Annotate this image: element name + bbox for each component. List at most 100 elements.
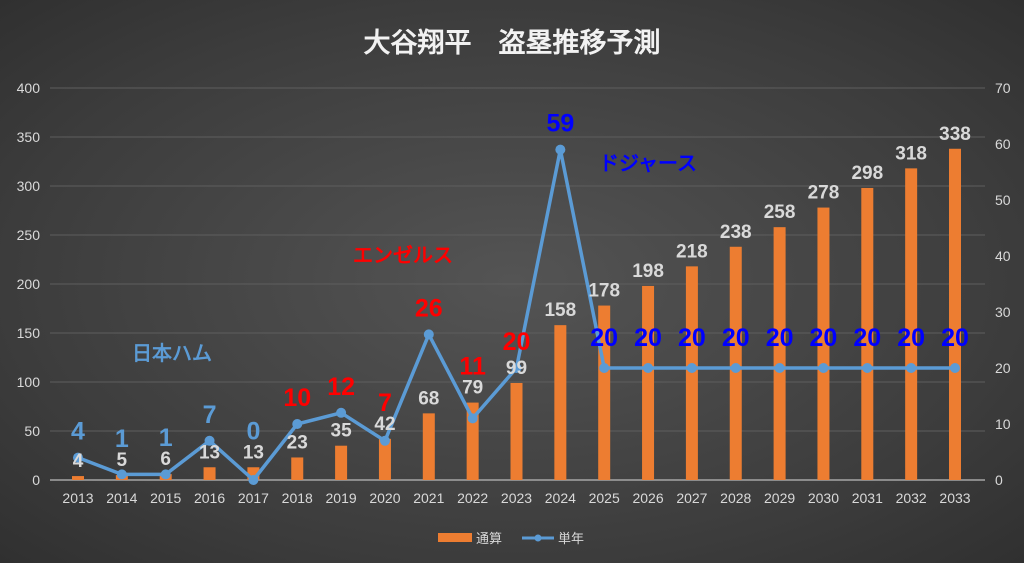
- cumulative-label: 42: [374, 414, 395, 435]
- bar: [949, 148, 961, 480]
- x-tick-label: 2022: [457, 490, 488, 506]
- y-tick-label: 250: [17, 227, 41, 243]
- bar: [291, 457, 304, 480]
- single-year-label: 12: [327, 373, 355, 401]
- bar: [773, 227, 786, 480]
- single-year-label: 59: [546, 110, 574, 138]
- bar: [422, 413, 435, 480]
- single-year-label: 20: [503, 328, 531, 356]
- bar: [203, 467, 216, 480]
- line-marker: [423, 329, 434, 340]
- line-marker: [336, 407, 347, 418]
- line-marker: [730, 363, 741, 373]
- single-year-label: 11: [459, 353, 486, 381]
- bar: [72, 476, 84, 480]
- cumulative-label: 258: [764, 202, 796, 223]
- x-tick-label: 2031: [852, 490, 883, 506]
- single-year-label: 20: [590, 324, 618, 352]
- line-marker: [160, 469, 171, 480]
- y2-tick-label: 70: [995, 80, 1011, 96]
- single-year-label: 0: [246, 417, 260, 445]
- y2-tick-label: 40: [995, 248, 1011, 264]
- cumulative-label: 198: [632, 261, 664, 282]
- legend-cumulative: 通算: [476, 532, 502, 547]
- x-tick-label: 2020: [369, 490, 400, 506]
- y2-tick-label: 30: [995, 304, 1011, 320]
- cumulative-label: 13: [243, 442, 264, 463]
- legend: 通算 単年: [438, 531, 584, 547]
- bar: [861, 187, 874, 480]
- single-year-label: 20: [853, 324, 881, 352]
- cumulative-label: 338: [939, 124, 971, 145]
- x-tick-label: 2030: [808, 490, 839, 506]
- bar: [817, 207, 830, 480]
- x-tick-label: 2027: [676, 490, 707, 506]
- cumulative-label: 13: [199, 442, 220, 463]
- cumulative-label: 238: [720, 222, 752, 243]
- y-tick-label: 100: [17, 374, 41, 390]
- annotation-angels: エンゼルス: [353, 243, 453, 267]
- y2-tick-label: 0: [995, 472, 1003, 488]
- bar: [905, 168, 918, 481]
- single-year-label: 1: [115, 425, 129, 453]
- y2-tick-label: 20: [995, 360, 1011, 376]
- single-year-label: 26: [415, 294, 443, 322]
- cumulative-label: 278: [808, 183, 840, 204]
- cumulative-label: 158: [544, 300, 576, 321]
- bar: [510, 382, 523, 480]
- single-year-label: 4: [71, 418, 85, 446]
- cumulative-label: 23: [287, 432, 308, 453]
- y-tick-label: 300: [17, 178, 41, 194]
- x-tick-label: 2025: [589, 490, 620, 506]
- legend-single-year: 単年: [558, 531, 584, 547]
- y-tick-label: 200: [17, 276, 41, 292]
- single-year-label: 20: [634, 324, 662, 352]
- x-tick-label: 2024: [545, 490, 576, 506]
- y-tick-label: 400: [17, 80, 41, 96]
- single-year-label: 20: [941, 324, 969, 352]
- bar: [554, 325, 567, 480]
- y2-tick-label: 50: [995, 192, 1011, 208]
- cumulative-label: 298: [851, 163, 883, 184]
- y-tick-label: 150: [17, 325, 41, 341]
- cumulative-label: 6: [160, 449, 171, 470]
- single-year-label: 7: [203, 401, 217, 429]
- x-tick-label: 2016: [194, 490, 225, 506]
- cumulative-label: 178: [588, 281, 620, 302]
- line-marker: [292, 419, 303, 429]
- line-marker: [599, 363, 610, 373]
- x-tick-label: 2023: [501, 490, 532, 506]
- line-marker: [204, 435, 215, 446]
- line-marker: [467, 413, 478, 424]
- line-marker: [862, 363, 873, 373]
- bar: [642, 285, 655, 480]
- x-tick-label: 2029: [764, 490, 795, 506]
- line-marker: [643, 363, 654, 373]
- single-year-label: 1: [159, 424, 173, 452]
- y2-tick-label: 10: [995, 416, 1011, 432]
- y-tick-label: 0: [32, 472, 40, 488]
- single-year-label: 20: [810, 324, 838, 352]
- line-marker: [818, 363, 829, 373]
- x-tick-label: 2026: [632, 490, 663, 506]
- cumulative-label: 35: [331, 421, 353, 442]
- line-marker: [73, 452, 83, 463]
- x-tick-label: 2017: [238, 490, 269, 506]
- bar: [378, 438, 391, 480]
- line-marker: [906, 363, 917, 373]
- y2-tick-label: 60: [995, 136, 1011, 152]
- single-year-label: 20: [897, 324, 925, 352]
- y-tick-label: 350: [17, 129, 41, 145]
- x-tick-label: 2033: [939, 490, 970, 506]
- x-tick-label: 2018: [282, 490, 313, 506]
- line-marker: [774, 363, 785, 373]
- legend-bar-swatch: [438, 533, 472, 542]
- line-marker: [950, 363, 960, 373]
- single-year-label: 20: [678, 324, 706, 352]
- line-marker: [686, 363, 697, 373]
- cumulative-label: 5: [117, 450, 128, 471]
- chart-title: 大谷翔平 盗塁推移予測: [364, 28, 661, 59]
- x-tick-label: 2013: [62, 490, 93, 506]
- annotation-fighters: 日本ハム: [132, 341, 212, 365]
